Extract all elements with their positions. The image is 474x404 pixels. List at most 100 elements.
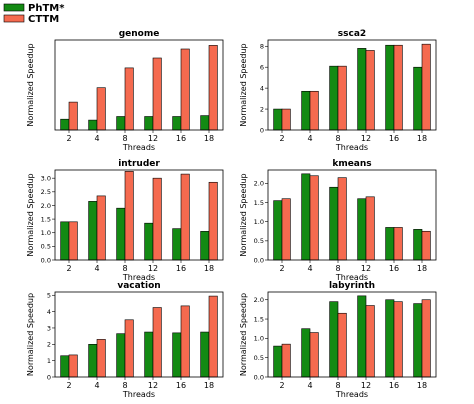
x-tick-label: 18 (417, 134, 427, 143)
bar-phtm (273, 200, 283, 261)
bar-phtm (116, 116, 126, 131)
x-tick-label: 16 (176, 381, 186, 390)
chart-title: genome (119, 29, 160, 39)
plot-frame (267, 39, 437, 131)
bar-phtm (88, 201, 98, 261)
x-tick-label: 8 (335, 264, 340, 273)
y-axis-label: Normalized Speedup (239, 293, 248, 376)
y-tick-label: 8 (260, 43, 264, 51)
y-axis-label: Normalized Speedup (26, 43, 35, 126)
plot-frame (54, 169, 224, 261)
bar-phtm (60, 355, 70, 378)
x-tick-label: 16 (176, 134, 186, 143)
bar-cttm (337, 177, 347, 261)
y-tick-label: 2 (47, 341, 51, 349)
x-tick-label: 8 (335, 381, 340, 390)
y-tick-label: 6 (260, 64, 264, 72)
bar-cttm (152, 57, 162, 131)
x-tick-label: 16 (389, 134, 399, 143)
x-tick-label: 8 (122, 134, 127, 143)
x-axis-label: Threads (122, 143, 155, 152)
x-tick-label: 18 (204, 134, 214, 143)
bar-cttm (124, 171, 134, 261)
x-tick-label: 2 (66, 134, 71, 143)
bar-cttm (309, 332, 319, 378)
bar-phtm (144, 116, 154, 131)
x-tick-label: 18 (417, 264, 427, 273)
y-tick-label: 3.0 (41, 174, 51, 182)
bar-cttm (365, 305, 375, 378)
bar-cttm (421, 299, 431, 378)
bar-phtm (413, 303, 423, 378)
bar-cttm (96, 339, 106, 378)
bar-cttm (421, 43, 431, 131)
y-tick-label: 0.0 (254, 256, 264, 264)
bar-phtm (172, 332, 182, 378)
bar-cttm (337, 312, 347, 378)
bar-cttm (68, 354, 78, 378)
bar-phtm (144, 222, 154, 261)
y-tick-label: 0.5 (254, 354, 264, 362)
y-tick-label: 4 (260, 84, 264, 92)
bar-phtm (301, 328, 311, 378)
x-tick-label: 18 (204, 381, 214, 390)
bar-cttm (68, 101, 78, 131)
bar-cttm (124, 67, 134, 131)
bar-phtm (172, 228, 182, 261)
bar-cttm (393, 301, 403, 378)
y-tick-label: 2.0 (254, 296, 264, 304)
y-tick-label: 1.5 (41, 215, 51, 223)
y-tick-label: 1.0 (254, 335, 264, 343)
bar-cttm (208, 181, 218, 261)
chart-labyrinth: labyrinth 0.0 0.5 1.0 1.5 2.0 2 4 8 12 16 18 Threads… (239, 281, 437, 399)
y-tick-label: 2.0 (41, 202, 51, 210)
bar-cttm (152, 307, 162, 378)
bar-cttm (337, 65, 347, 131)
bar-cttm (421, 230, 431, 261)
x-tick-label: 12 (361, 134, 371, 143)
y-tick-label: 3 (47, 324, 51, 332)
bar-phtm (301, 90, 311, 131)
y-tick-label: 1 (47, 357, 51, 365)
bar-cttm (124, 319, 134, 378)
bar-phtm (329, 186, 339, 261)
x-tick-label: 4 (94, 134, 99, 143)
bar-phtm (60, 221, 70, 261)
y-axis-label: Normalized Speedup (239, 173, 248, 256)
chart-title: intruder (118, 159, 160, 169)
x-tick-label: 4 (307, 134, 312, 143)
bar-phtm (273, 345, 283, 378)
bar-phtm (200, 231, 210, 261)
bar-cttm (393, 44, 403, 131)
x-tick-label: 4 (307, 381, 312, 390)
chart-title: ssca2 (338, 29, 366, 39)
legend-label-cttm: CTTM (28, 14, 59, 25)
bar-cttm (281, 108, 291, 131)
bar-cttm (68, 221, 78, 261)
bar-phtm (385, 44, 395, 131)
y-tick-label: 0 (260, 126, 264, 134)
x-tick-label: 16 (389, 381, 399, 390)
bar-phtm (172, 116, 182, 131)
y-tick-label: 2.0 (254, 180, 264, 188)
bar-phtm (357, 198, 367, 261)
bar-phtm (301, 173, 311, 261)
x-tick-label: 12 (148, 134, 158, 143)
x-tick-label: 4 (94, 264, 99, 273)
x-tick-label: 4 (307, 264, 312, 273)
x-tick-label: 8 (122, 381, 127, 390)
bar-phtm (413, 229, 423, 261)
bar-cttm (309, 90, 319, 131)
bar-phtm (385, 227, 395, 261)
plot-frame (267, 291, 437, 378)
y-tick-label: 2.5 (41, 188, 51, 196)
bar-phtm (144, 331, 154, 378)
y-tick-label: 0.5 (41, 243, 51, 251)
y-tick-label: 1.0 (254, 218, 264, 226)
x-tick-label: 2 (66, 381, 71, 390)
bar-phtm (200, 331, 210, 378)
x-axis-label: Threads (335, 273, 368, 282)
chart-title: labyrinth (329, 281, 375, 291)
